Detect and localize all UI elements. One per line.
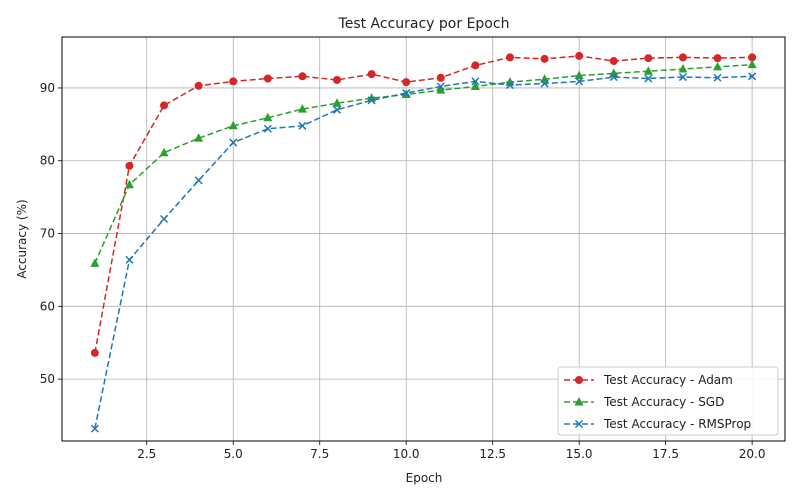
data-point-adam xyxy=(609,57,618,66)
data-point-adam xyxy=(194,81,203,90)
data-point-rmsprop xyxy=(402,89,411,98)
series-rmsprop xyxy=(90,72,757,433)
data-point-adam xyxy=(263,74,272,83)
legend-marker-adam xyxy=(575,376,583,384)
data-point-adam xyxy=(402,78,411,87)
x-tick-label: 17.5 xyxy=(652,447,679,461)
legend-marker-rmsprop xyxy=(574,419,584,429)
data-point-adam xyxy=(333,75,342,84)
data-point-adam xyxy=(748,53,757,62)
data-point-rmsprop xyxy=(194,176,203,185)
legend-box xyxy=(557,366,779,436)
series-line-rmsprop xyxy=(94,75,753,429)
data-point-rmsprop xyxy=(90,424,99,433)
series-line-adam xyxy=(94,55,753,354)
data-point-rmsprop xyxy=(367,96,376,105)
data-point-rmsprop xyxy=(263,124,272,133)
data-point-rmsprop xyxy=(436,82,445,91)
data-point-adam xyxy=(575,51,584,60)
data-point-rmsprop xyxy=(713,73,722,82)
y-tick-label: 60 xyxy=(40,299,55,313)
data-point-adam xyxy=(229,77,238,86)
series-adam xyxy=(90,51,757,357)
data-point-adam xyxy=(644,54,653,63)
data-point-adam xyxy=(125,161,134,170)
grid xyxy=(62,37,785,441)
x-tick-label: 5.0 xyxy=(224,447,243,461)
data-point-adam xyxy=(90,348,99,357)
data-point-rmsprop xyxy=(505,81,515,90)
x-tick-label: 7.5 xyxy=(310,447,329,461)
legend-label: Test Accuracy - RMSProp xyxy=(603,417,751,431)
data-point-sgd xyxy=(574,70,584,80)
data-point-adam xyxy=(713,54,722,63)
plot-frame xyxy=(61,36,786,442)
data-point-sgd xyxy=(228,120,238,130)
data-point-rmsprop xyxy=(540,79,549,88)
data-point-adam xyxy=(298,72,307,81)
data-point-rmsprop xyxy=(471,77,480,86)
y-axis-label: Accuracy (%) xyxy=(15,199,29,278)
data-point-rmsprop xyxy=(748,72,757,81)
data-point-adam xyxy=(678,53,687,62)
data-point-sgd xyxy=(747,59,757,69)
x-tick-label: 12.5 xyxy=(479,447,506,461)
legend-item-sgd: Test Accuracy - SGD xyxy=(564,395,724,409)
data-point-sgd xyxy=(159,147,169,157)
data-point-sgd xyxy=(470,81,480,90)
legend-item-rmsprop: Test Accuracy - RMSProp xyxy=(564,417,751,431)
data-point-rmsprop xyxy=(125,255,134,264)
data-point-sgd xyxy=(436,85,446,94)
legend-label: Test Accuracy - SGD xyxy=(603,395,724,409)
data-point-sgd xyxy=(678,64,688,73)
axis-ticks: 2.5 5.0 7.5 10.0 12.5 15.0 17.5 20.0 50 60 70 80 90 xyxy=(40,81,766,461)
x-axis-label: Epoch xyxy=(406,471,443,485)
y-tick-label: 90 xyxy=(40,81,55,95)
series-group xyxy=(90,51,757,433)
data-point-rmsprop xyxy=(160,214,169,224)
data-point-adam xyxy=(160,101,169,110)
data-point-adam xyxy=(540,54,549,63)
data-point-sgd xyxy=(297,104,307,113)
data-point-rmsprop xyxy=(298,121,307,130)
x-tick-label: 15.0 xyxy=(566,447,593,461)
series-line-sgd xyxy=(94,63,753,264)
y-tick-label: 80 xyxy=(40,154,55,168)
data-point-rmsprop xyxy=(575,77,584,86)
data-point-adam xyxy=(367,70,376,79)
data-point-sgd xyxy=(332,98,342,107)
data-point-rmsprop xyxy=(644,74,653,83)
data-point-sgd xyxy=(263,112,273,122)
data-point-rmsprop xyxy=(229,138,238,147)
x-tick-label: 10.0 xyxy=(393,447,420,461)
data-point-sgd xyxy=(194,133,204,142)
y-tick-label: 70 xyxy=(40,227,55,241)
data-point-rmsprop xyxy=(609,73,618,82)
data-point-sgd xyxy=(713,61,723,71)
data-point-sgd xyxy=(643,66,653,75)
data-point-rmsprop xyxy=(332,105,342,114)
x-tick-label: 2.5 xyxy=(137,447,156,461)
x-tick-label: 20.0 xyxy=(739,447,766,461)
chart-title: Test Accuracy por Epoch xyxy=(338,16,510,32)
data-point-adam xyxy=(436,73,445,82)
legend-item-adam: Test Accuracy - Adam xyxy=(564,373,733,387)
y-tick-label: 50 xyxy=(40,372,55,386)
data-point-sgd xyxy=(124,179,134,189)
data-point-sgd xyxy=(90,258,100,267)
legend-label: Test Accuracy - Adam xyxy=(603,373,733,387)
data-point-adam xyxy=(471,61,480,70)
data-point-rmsprop xyxy=(678,73,687,82)
legend: Test Accuracy - Adam Test Accuracy - SGD T… xyxy=(557,366,779,436)
legend-marker-sgd xyxy=(574,397,584,406)
data-point-adam xyxy=(505,53,514,62)
